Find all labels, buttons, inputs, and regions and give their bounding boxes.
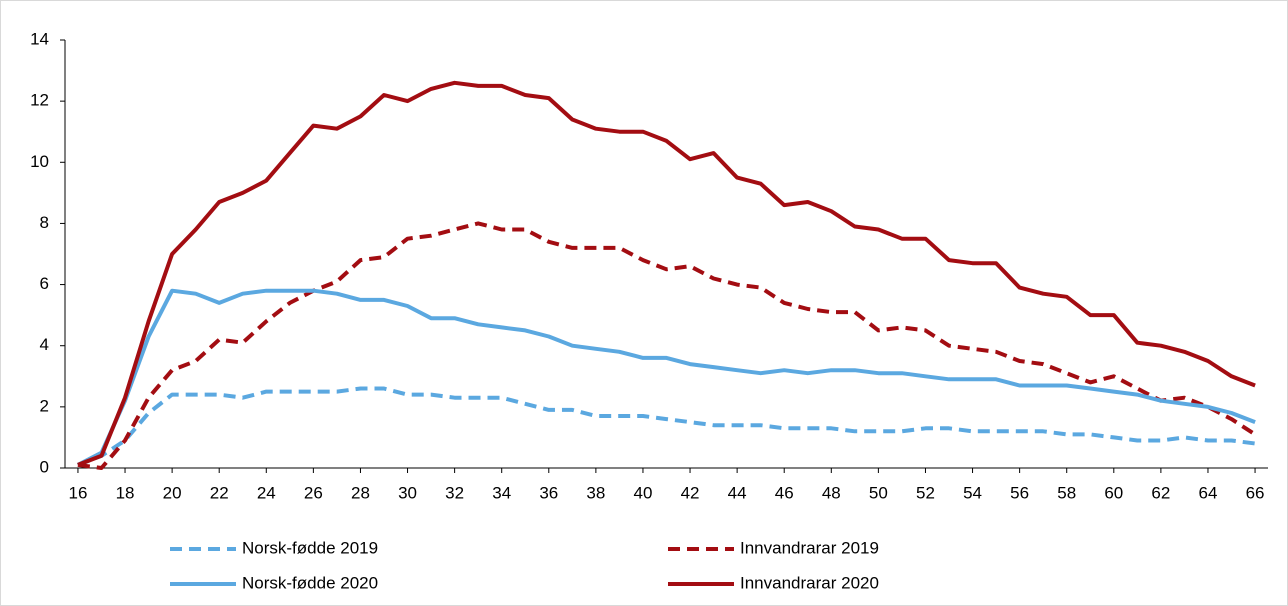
x-tick-label: 16 <box>68 483 87 502</box>
x-tick-label: 24 <box>257 483 276 502</box>
x-tick-label: 48 <box>822 483 841 502</box>
x-tick-label: 50 <box>869 483 888 502</box>
series-line <box>76 288 1256 467</box>
x-tick-label: 62 <box>1151 483 1170 502</box>
x-tick-label: 52 <box>916 483 935 502</box>
x-tick-label: 22 <box>210 483 229 502</box>
x-tick-label: 18 <box>116 483 135 502</box>
y-tick-label: 6 <box>40 274 49 293</box>
legend-label: Innvandrarar 2019 <box>740 538 879 557</box>
y-tick-label: 4 <box>40 335 49 354</box>
y-tick-label: 0 <box>40 457 49 476</box>
series-line <box>77 386 1256 467</box>
x-tick-label: 56 <box>1010 483 1029 502</box>
y-tick-label: 8 <box>40 213 49 232</box>
series-line <box>77 80 1256 467</box>
x-tick-label: 44 <box>728 483 747 502</box>
y-tick-label: 10 <box>30 152 49 171</box>
x-tick-label: 36 <box>539 483 558 502</box>
x-tick-label: 28 <box>351 483 370 502</box>
x-tick-label: 42 <box>681 483 700 502</box>
x-tick-label: 64 <box>1199 483 1218 502</box>
y-tick-label: 14 <box>30 29 49 48</box>
x-tick-label: 46 <box>775 483 794 502</box>
y-tick-label: 12 <box>30 91 49 110</box>
x-tick-label: 66 <box>1246 483 1265 502</box>
x-tick-label: 40 <box>633 483 652 502</box>
legend-label: Norsk-fødde 2020 <box>242 573 378 592</box>
legend-label: Norsk-fødde 2019 <box>242 538 378 557</box>
x-tick-label: 60 <box>1104 483 1123 502</box>
x-tick-label: 58 <box>1057 483 1076 502</box>
x-tick-label: 38 <box>586 483 605 502</box>
x-tick-label: 34 <box>492 483 511 502</box>
x-tick-label: 54 <box>963 483 982 502</box>
y-tick-label: 2 <box>40 396 49 415</box>
series-line <box>77 221 1257 470</box>
x-tick-label: 32 <box>445 483 464 502</box>
x-tick-label: 26 <box>304 483 323 502</box>
legend-label: Innvandrarar 2020 <box>740 573 879 592</box>
x-tick-label: 20 <box>163 483 182 502</box>
x-tick-label: 30 <box>398 483 417 502</box>
